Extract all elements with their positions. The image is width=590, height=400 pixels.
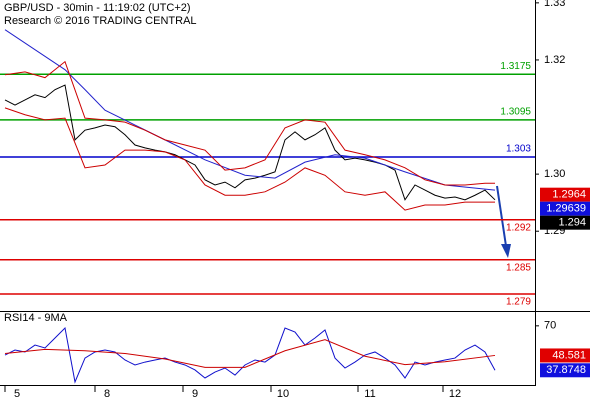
x-tick-label: 5 [14, 388, 20, 400]
chart-subtitle: Research © 2016 TRADING CENTRAL [4, 15, 197, 27]
price-marker-label: 1.2964 [552, 189, 586, 201]
price-marker-label: 1.29639 [546, 203, 586, 215]
price-marker-label: 48.581 [552, 349, 586, 361]
price-marker-label: 1.294 [558, 217, 586, 229]
price-marker [540, 348, 590, 363]
level-label: 1.303 [506, 144, 531, 155]
price-marker [540, 215, 590, 230]
y-tick-label: 70 [544, 320, 556, 332]
level-label: 1.3095 [500, 107, 531, 118]
level-label: 1.279 [506, 297, 531, 308]
y-tick-label: 1.32 [544, 54, 565, 66]
series-line [4, 339, 496, 368]
series-line [4, 29, 496, 191]
series-line [4, 327, 496, 384]
series-line [4, 107, 495, 211]
x-tick-label: 9 [192, 388, 198, 400]
x-tick-label: 10 [277, 388, 289, 400]
level-label: 1.3175 [500, 61, 531, 72]
x-tick-label: 8 [104, 388, 110, 400]
forecast-arrow [496, 185, 507, 247]
series-line [4, 84, 496, 201]
y-tick-label: 1.30 [544, 168, 565, 180]
chart-title: GBP/USD - 30min - 11:19:02 (UTC+2) [4, 2, 191, 14]
price-marker [540, 363, 590, 378]
y-tick-label: 1.33 [544, 0, 565, 9]
price-marker [540, 201, 590, 216]
x-tick-label: 11 [364, 388, 375, 400]
price-marker [540, 187, 590, 202]
forecast-arrow-head [501, 244, 511, 258]
level-label: 1.292 [506, 222, 531, 233]
level-label: 1.285 [506, 262, 531, 273]
x-tick-label: 12 [449, 388, 461, 400]
rsi-title: RSI14 - 9MA [4, 312, 68, 324]
series-line [4, 60, 495, 186]
price-marker-label: 37.8748 [546, 364, 586, 376]
